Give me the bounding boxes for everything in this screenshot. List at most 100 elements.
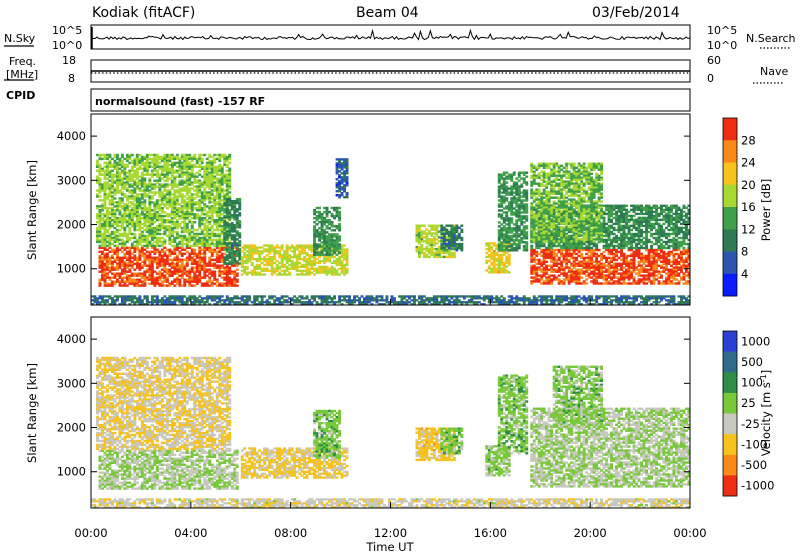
echo-cell-r1 bbox=[125, 221, 129, 224]
echo-cell-r1 bbox=[120, 221, 124, 224]
echo-cell-r9 bbox=[497, 245, 501, 248]
echo-cell-r3 bbox=[288, 259, 292, 263]
echo-cell-r1 bbox=[175, 232, 179, 236]
echo-cell-r1 bbox=[170, 193, 174, 196]
echo-cell-r1 bbox=[215, 203, 219, 206]
echo-cell-r1 bbox=[175, 161, 179, 165]
echo-cell-r10 bbox=[597, 272, 601, 275]
echo-cell-r1 bbox=[128, 201, 132, 204]
echo-cell-r1 bbox=[123, 203, 127, 206]
echo-cell-r4 bbox=[333, 239, 336, 242]
echo-cell-r4 bbox=[320, 212, 324, 216]
echo-cell-r3 bbox=[270, 248, 274, 251]
echo-cell-r9 bbox=[502, 195, 506, 198]
echo-cell-r3 bbox=[305, 259, 309, 263]
echo-cell-r0 bbox=[208, 278, 212, 281]
echo-cell-r10 bbox=[545, 260, 549, 263]
echo-cell-r9 bbox=[515, 209, 519, 212]
station-title: Kodiak (fitACF) bbox=[92, 5, 195, 21]
echo-cell-r9 bbox=[525, 241, 529, 244]
echo-cell-r3 bbox=[318, 269, 321, 272]
echo-cell-r1 bbox=[123, 230, 127, 234]
echo-cell-r0 bbox=[106, 274, 109, 277]
echo-cell-r3 bbox=[278, 267, 282, 270]
echo-cell-r10 bbox=[652, 276, 656, 279]
echo-cell-r10 bbox=[597, 266, 601, 269]
echo-cell-r1 bbox=[108, 191, 112, 194]
echo-cell-r1 bbox=[158, 209, 162, 212]
echo-cell-r9 bbox=[505, 249, 509, 252]
echo-cell-r10 bbox=[607, 270, 611, 273]
echo-cell-r0 bbox=[150, 280, 154, 283]
echo-cell-r3 bbox=[273, 252, 277, 255]
echo-cell-r1 bbox=[168, 193, 172, 196]
echo-cell-r10 bbox=[615, 252, 618, 256]
echo-cell-r1 bbox=[200, 240, 204, 244]
echo-cell-r3 bbox=[273, 267, 277, 270]
echo-cell-r3 bbox=[268, 250, 272, 253]
echo-cell-r1 bbox=[178, 234, 182, 238]
echo-cell-r0 bbox=[143, 252, 147, 255]
echo-cell-r10 bbox=[535, 278, 539, 281]
echo-cell-r0 bbox=[235, 248, 239, 251]
echo-cell-r3 bbox=[293, 250, 297, 253]
echo-cell-r2 bbox=[235, 230, 239, 233]
echo-cell-r1 bbox=[225, 179, 229, 182]
echo-cell-r10 bbox=[542, 274, 546, 277]
echo-cell-r1 bbox=[208, 217, 212, 220]
echo-cell-r10 bbox=[640, 278, 643, 281]
echo-cell-r10 bbox=[610, 252, 613, 256]
echo-cell-r1 bbox=[116, 155, 119, 159]
echo-cell-r1 bbox=[96, 181, 99, 184]
echo-cell-r9 bbox=[505, 181, 509, 184]
echo-cell-r1 bbox=[120, 213, 124, 216]
echo-cell-r1 bbox=[165, 221, 169, 224]
echo-cell-r1 bbox=[180, 181, 184, 184]
echo-cell-r3 bbox=[340, 248, 344, 251]
echo-cell-r2 bbox=[235, 238, 239, 241]
echo-cell-r1 bbox=[118, 199, 122, 202]
echo-cell-r10 bbox=[625, 256, 628, 260]
echo-cell-r0 bbox=[108, 260, 112, 263]
echo-cell-r6 bbox=[435, 234, 439, 237]
echo-cell-r10 bbox=[647, 272, 651, 275]
echo-cell-r9 bbox=[510, 211, 514, 214]
echo-cell-r1 bbox=[185, 177, 189, 180]
echo-cell-r10 bbox=[545, 276, 549, 279]
echo-cell-r9 bbox=[520, 215, 524, 218]
echo-cell-r8 bbox=[505, 269, 509, 272]
echo-cell-r7 bbox=[447, 224, 451, 227]
echo-cell-r7 bbox=[440, 247, 444, 250]
echo-cell-r1 bbox=[120, 197, 124, 200]
echo-cell-r9 bbox=[497, 195, 501, 198]
echo-cell-r5 bbox=[338, 176, 341, 179]
echo-cell-r1 bbox=[203, 193, 207, 196]
echo-cell-r4 bbox=[330, 243, 334, 246]
echo-cell-r1 bbox=[213, 238, 217, 242]
echo-cell-r1 bbox=[130, 179, 134, 182]
echo-cell-r1 bbox=[111, 224, 114, 228]
echo-cell-r0 bbox=[205, 282, 209, 285]
echo-cell-r0 bbox=[106, 276, 109, 279]
echo-cell-r10 bbox=[565, 256, 569, 260]
echo-cell-r9 bbox=[512, 191, 516, 194]
echo-cell-r0 bbox=[140, 284, 144, 287]
echo-cell-r1 bbox=[188, 234, 192, 238]
echo-cell-r0 bbox=[188, 258, 192, 261]
echo-cell-r1 bbox=[183, 205, 187, 208]
echo-cell-r10 bbox=[617, 280, 621, 283]
echo-cell-r7 bbox=[455, 234, 459, 238]
echo-cell-r6 bbox=[418, 251, 421, 255]
echo-cell-r1 bbox=[213, 203, 217, 206]
echo-cell-r1 bbox=[215, 240, 219, 244]
echo-cell-r4 bbox=[328, 241, 331, 244]
echo-cell-r1 bbox=[125, 236, 129, 240]
echo-cell-r10 bbox=[580, 264, 584, 267]
echo-cell-r10 bbox=[652, 268, 656, 271]
echo-cell-r10 bbox=[587, 264, 591, 267]
echo-cell-r10 bbox=[575, 262, 579, 265]
echo-cell-r1 bbox=[101, 167, 104, 170]
echo-cell-r5 bbox=[338, 194, 341, 197]
echo-cell-r1 bbox=[138, 232, 142, 236]
echo-cell-r1 bbox=[198, 226, 202, 230]
